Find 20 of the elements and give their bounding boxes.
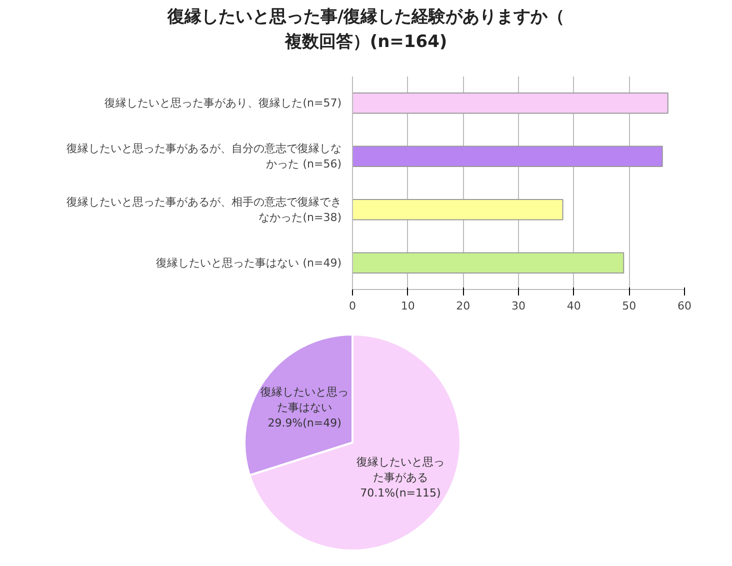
x-tick-label: 60 xyxy=(678,300,692,312)
data-label: 29.9%(n=49) xyxy=(268,416,342,430)
bar xyxy=(352,252,624,274)
slice-label: 復縁したいと思った事はない xyxy=(260,385,349,414)
y-tick-label: 復縁したいと思った事があるが、相手の意志で復縁できなかった(n=38) xyxy=(66,195,342,224)
data-label: 70.1%(n=115) xyxy=(360,486,441,500)
x-tick-label: 20 xyxy=(456,300,470,312)
y-tick-label: 復縁したいと思った事があるが、自分の意志で復縁しなかった (n=56) xyxy=(66,142,342,171)
bar xyxy=(352,92,668,114)
y-tick-label: 復縁したいと思った事はない (n=49) xyxy=(156,256,342,270)
bar xyxy=(352,146,663,167)
bar xyxy=(352,199,564,220)
x-tick-label: 0 xyxy=(349,300,356,312)
x-tick-label: 10 xyxy=(400,300,415,312)
x-tick-label: 50 xyxy=(622,300,636,312)
slice-label: 復縁したいと思った事がある xyxy=(356,455,444,484)
x-tick-label: 40 xyxy=(566,300,581,312)
chart-title: 復縁したいと思った事/復縁した経験がありますか（複数回答）(n=164) xyxy=(166,6,566,54)
y-tick-label: 復縁したいと思った事があり、復縁した(n=57) xyxy=(104,96,342,110)
x-tick-label: 30 xyxy=(512,300,526,312)
